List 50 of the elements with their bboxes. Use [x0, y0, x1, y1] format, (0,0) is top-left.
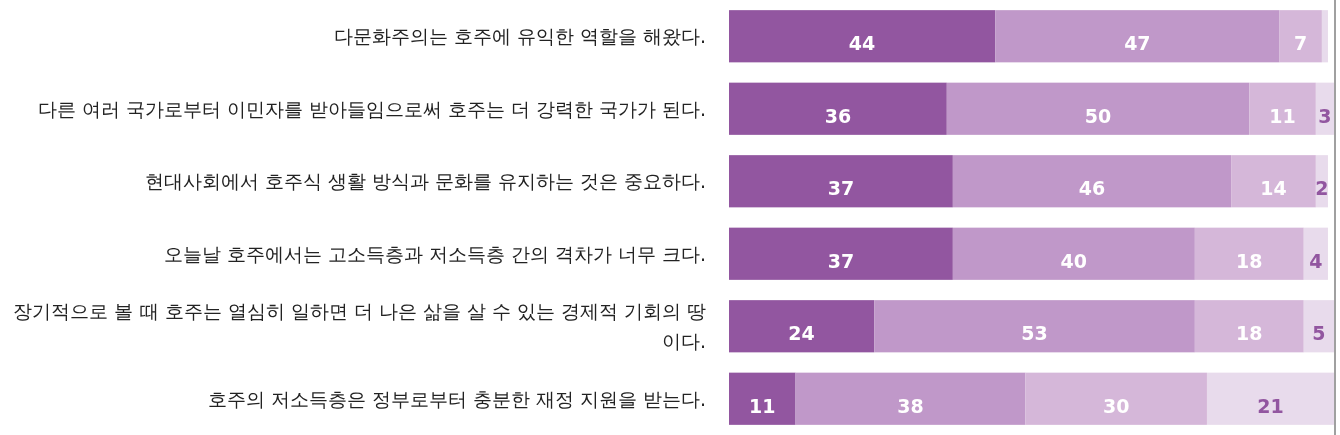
data-label: 11: [1269, 104, 1296, 127]
bar: 30: [1025, 372, 1207, 425]
data-label: 18: [1236, 249, 1263, 272]
y-tick-label: 오늘날 호주에서는 고소득층과 저소득층 간의 격차가 너무 크다.: [162, 241, 706, 267]
data-label: 24: [788, 322, 815, 345]
y-tick-label: 장기적으로 볼 때 호주는 열심히 일하면 더 나은 삶을 살 수 있는 경제적 기회의 땅이다.: [12, 299, 706, 355]
bar: 21: [1206, 372, 1334, 425]
bar: 40: [952, 227, 1195, 280]
bar: 18: [1194, 300, 1304, 353]
bar: 11: [1249, 82, 1316, 135]
data-label: 36: [824, 104, 852, 127]
data-label: 2: [1315, 177, 1329, 200]
data-label: 11: [749, 394, 776, 417]
data-label: 37: [827, 177, 855, 200]
data-label: 14: [1260, 177, 1287, 200]
y-tick-label: 현대사회에서 호주식 생활 방식과 문화를 유지하는 것은 중요하다.: [143, 169, 706, 195]
bar: 47: [995, 10, 1280, 63]
bar: 44: [729, 10, 996, 63]
bar: 14: [1231, 155, 1316, 208]
y-tick-label: 호주의 저소득층은 정부로부터 충분한 재정 지원을 받는다.: [206, 386, 706, 412]
y-tick-label: 다른 여러 국가로부터 이민자를 받아들임으로써 호주는 더 강력한 국가가 된다.: [36, 96, 706, 122]
bar: 7: [1279, 10, 1322, 63]
data-label: 47: [1124, 32, 1151, 55]
bar: 5: [1303, 300, 1334, 353]
bar: 38: [795, 372, 1026, 425]
bar: 46: [952, 155, 1232, 208]
data-label: 30: [1102, 394, 1130, 417]
bar: 18: [1194, 227, 1304, 280]
data-label: 53: [1021, 322, 1048, 345]
data-label: 5: [1312, 322, 1326, 345]
data-label: 7: [1294, 32, 1308, 55]
data-label: 44: [848, 32, 876, 55]
data-label: 46: [1078, 177, 1106, 200]
data-label: 37: [827, 249, 855, 272]
data-label: 4: [1309, 249, 1323, 272]
bar: 36: [729, 82, 947, 135]
data-label: 38: [897, 394, 924, 417]
data-label: 3: [1318, 104, 1332, 127]
bar: 37: [729, 227, 953, 280]
bar: 11: [729, 372, 796, 425]
data-label: 40: [1060, 249, 1088, 272]
data-label: 18: [1236, 322, 1263, 345]
bar: 53: [874, 300, 1195, 353]
bar: 24: [729, 300, 875, 353]
bar: 50: [946, 82, 1250, 135]
bar: 4: [1303, 227, 1328, 280]
bar: 37: [729, 155, 953, 208]
data-label: 50: [1084, 104, 1112, 127]
y-tick-label: 다문화주의는 호주에 유익한 역할을 해왔다.: [332, 24, 706, 50]
data-label: 21: [1257, 394, 1284, 417]
